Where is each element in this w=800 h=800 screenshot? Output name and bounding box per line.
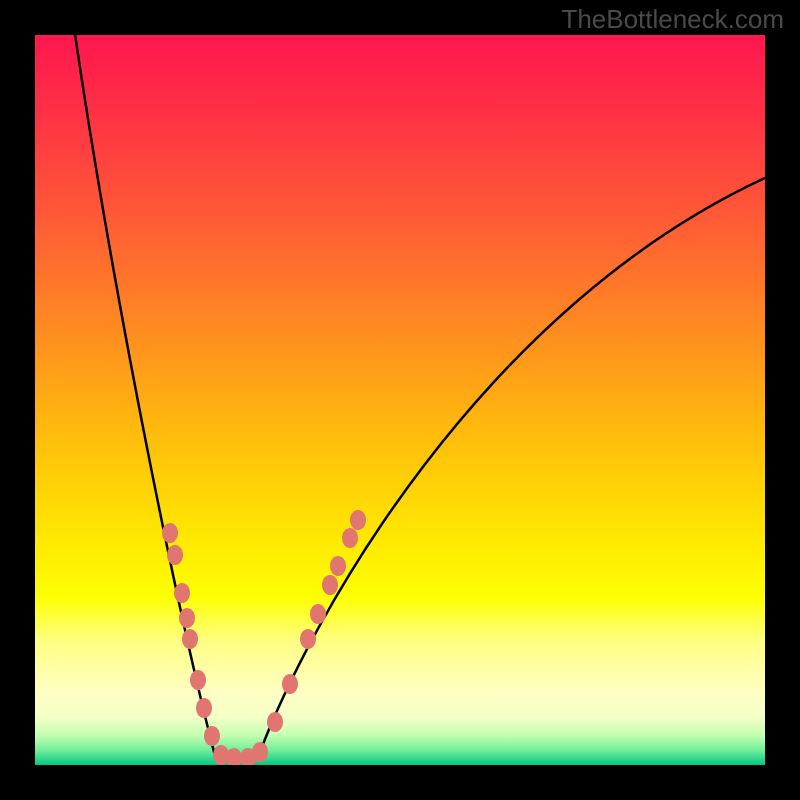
- data-marker: [342, 528, 358, 548]
- data-marker: [330, 556, 346, 576]
- data-marker: [196, 698, 212, 718]
- data-marker: [350, 510, 366, 530]
- data-marker: [310, 604, 326, 624]
- data-marker: [322, 575, 338, 595]
- data-marker: [300, 629, 316, 649]
- data-marker: [174, 583, 190, 603]
- data-marker: [162, 523, 178, 543]
- data-marker: [182, 629, 198, 649]
- watermark-text: TheBottleneck.com: [561, 4, 784, 35]
- data-marker: [190, 670, 206, 690]
- data-marker: [226, 748, 242, 768]
- plot-gradient-background: [35, 35, 765, 765]
- data-marker: [282, 674, 298, 694]
- data-marker: [267, 712, 283, 732]
- data-marker: [167, 545, 183, 565]
- data-marker: [179, 608, 195, 628]
- data-marker: [252, 742, 268, 762]
- data-marker: [204, 726, 220, 746]
